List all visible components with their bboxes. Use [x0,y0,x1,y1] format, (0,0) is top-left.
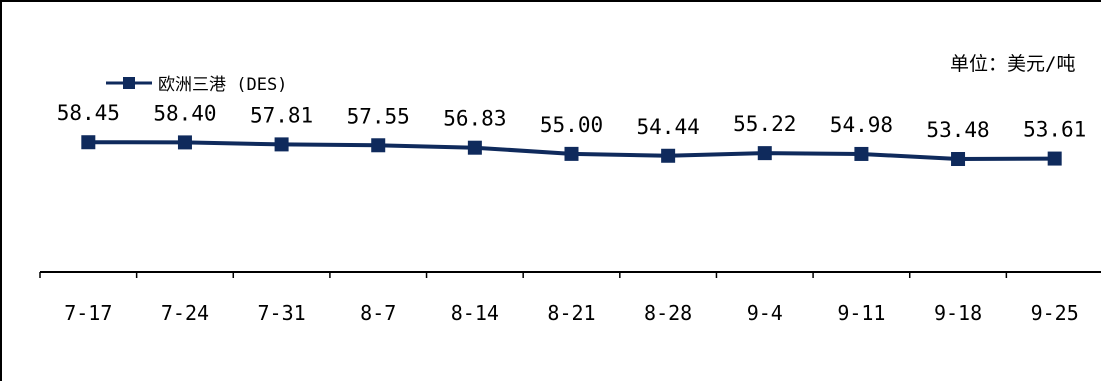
data-label: 53.61 [1023,118,1086,142]
x-tick-label: 8-7 [360,301,396,325]
data-point-marker [274,137,289,152]
x-axis-ticks [39,272,1008,278]
data-label: 54.98 [830,113,893,137]
data-point-marker [757,146,772,161]
data-point-marker [467,140,482,155]
data-label: 55.22 [733,112,796,136]
data-point-marker [1047,151,1062,166]
data-point-marker [854,146,869,161]
data-point-marker [564,146,579,161]
x-axis-labels: 7-17 7-24 7-31 8-7 8-14 8-21 8-28 9-4 9-11 9-18 9-… [64,301,1079,325]
x-tick-label: 8-14 [451,301,499,325]
x-tick-label: 9-4 [747,301,783,325]
data-label: 58.40 [153,101,216,125]
x-tick-label: 8-21 [547,301,595,325]
data-point-marker [951,152,966,167]
data-labels: 58.45 58.40 57.81 57.55 56.83 55.00 54.44 55.22… [57,101,1087,142]
data-label: 56.83 [443,107,506,131]
legend: 欧洲三港 (DES) [106,75,287,95]
x-tick-label: 9-11 [837,301,885,325]
data-point-marker [177,135,192,150]
series-markers [81,135,1062,167]
data-label: 55.00 [540,113,603,137]
data-point-marker [81,135,96,150]
x-tick-label: 7-31 [258,301,306,325]
data-label: 57.55 [347,104,410,128]
legend-entry: 欧洲三港 (DES) [158,75,287,95]
data-point-marker [661,148,676,163]
data-label: 57.81 [250,103,313,127]
data-point-marker [371,138,386,153]
x-tick-label: 8-28 [644,301,692,325]
x-tick-label: 7-24 [161,301,209,325]
data-label: 58.45 [57,101,120,125]
x-tick-label: 9-18 [934,301,982,325]
data-label: 53.48 [926,118,989,142]
x-tick-label: 9-25 [1031,301,1079,325]
x-tick-label: 7-17 [64,301,112,325]
data-label: 54.44 [637,115,700,139]
unit-label: 单位：美元/吨 [950,53,1075,75]
legend-marker-swatch [123,77,135,89]
